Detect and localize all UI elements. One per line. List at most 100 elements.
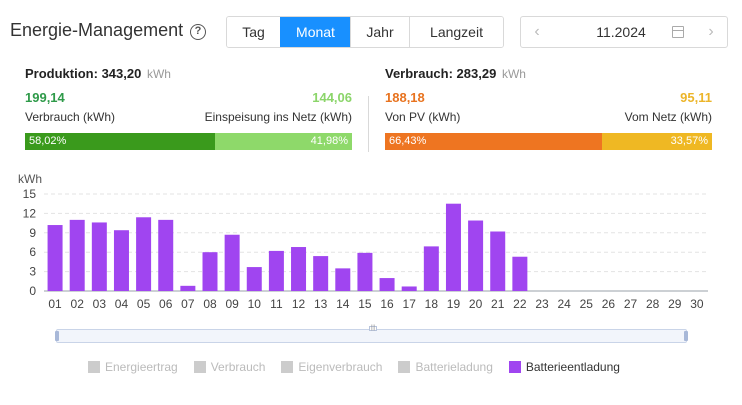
x-tick-label: 29 (668, 297, 682, 311)
legend-swatch (398, 361, 411, 373)
legend-swatch (281, 361, 294, 373)
legend-label: Energieertrag (105, 360, 178, 374)
legend-label: Verbrauch (210, 360, 266, 374)
chevron-left-icon[interactable]: ‹ (534, 23, 540, 40)
x-tick-label: 01 (48, 297, 62, 311)
consumption-pv-value: 188,18 (385, 90, 425, 105)
bar-day-19 (445, 203, 461, 291)
x-tick-label: 15 (358, 297, 372, 311)
calendar-icon[interactable] (672, 26, 684, 38)
production-title: Produktion: (25, 66, 98, 81)
bar-day-03 (91, 222, 107, 291)
legend-item[interactable]: Eigenverbrauch (281, 358, 382, 376)
help-icon[interactable]: ? (190, 24, 206, 40)
bar-day-07 (180, 285, 196, 291)
legend-label: Eigenverbrauch (298, 360, 383, 374)
legend-label: Batterieladung (415, 360, 493, 374)
x-tick-label: 24 (557, 297, 571, 311)
x-tick-label: 28 (646, 297, 660, 311)
x-tick-label: 16 (380, 297, 394, 311)
header: Energie-Management ? Tag Monat Jahr Lang… (0, 0, 742, 64)
zoom-slider[interactable]: ||| (55, 325, 688, 343)
bar-day-02 (69, 219, 85, 291)
x-tick-label: 27 (624, 297, 638, 311)
tab-langzeit[interactable]: Langzeit (409, 17, 503, 47)
production-consumption-label: Verbrauch (kWh) (25, 110, 116, 124)
x-tick-label: 05 (137, 297, 151, 311)
x-tick-label: 23 (535, 297, 549, 311)
slider-left-handle[interactable] (55, 331, 59, 341)
consumption-unit: kWh (501, 67, 526, 81)
bar-day-18 (423, 246, 439, 291)
bar-day-01 (47, 225, 63, 291)
production-feedin-label: Einspeisung ins Netz (kWh) (204, 110, 352, 124)
bar-day-10 (246, 267, 262, 291)
bar-day-05 (136, 217, 152, 291)
bar-day-20 (468, 220, 484, 291)
legend-label: Batterieentladung (525, 360, 620, 374)
bar-day-22 (512, 256, 528, 291)
consumption-grid-label: Vom Netz (kWh) (624, 110, 712, 124)
production-consumption-bar: 58,02% (25, 133, 215, 150)
consumption-header: Verbrauch: 283,29 kWh (385, 66, 712, 84)
tab-jahr[interactable]: Jahr (350, 17, 409, 47)
production-split-bar: 58,02% 41,98% (25, 133, 352, 150)
y-tick-label: 12 (23, 206, 37, 220)
legend-item[interactable]: Batterieentladung (508, 358, 620, 376)
chart-legend: Energieertrag Verbrauch Eigenverbrauch Batt… (88, 358, 636, 376)
bar-day-14 (335, 268, 351, 291)
month-value[interactable]: 11.2024 (596, 24, 646, 40)
bar-day-04 (113, 230, 129, 291)
bar-day-12 (291, 247, 307, 291)
bar-day-09 (224, 234, 240, 291)
slider-right-handle[interactable] (684, 331, 688, 341)
bar-day-16 (379, 278, 395, 291)
legend-swatch (88, 361, 100, 373)
x-tick-label: 09 (225, 297, 239, 311)
x-tick-label: 08 (203, 297, 217, 311)
consumption-pv-bar: 66,43% (385, 133, 603, 150)
bar-day-11 (268, 250, 284, 291)
legend-item[interactable]: Batterieladung (398, 358, 493, 376)
chevron-right-icon[interactable]: › (708, 23, 714, 40)
production-consumption-value: 199,14 (25, 90, 65, 105)
x-tick-label: 21 (491, 297, 505, 311)
x-tick-label: 14 (336, 297, 350, 311)
x-tick-label: 26 (602, 297, 616, 311)
bar-day-13 (313, 256, 329, 291)
y-tick-label: 9 (29, 226, 36, 240)
x-tick-label: 20 (469, 297, 483, 311)
consumption-pv-label: Von PV (kWh) (385, 110, 461, 124)
x-tick-label: 30 (690, 297, 704, 311)
consumption-total: 283,29 (456, 66, 497, 81)
x-tick-label: 07 (181, 297, 195, 311)
x-tick-label: 12 (292, 297, 306, 311)
page-title: Energie-Management (10, 20, 184, 40)
bar-day-06 (158, 219, 174, 291)
x-tick-label: 13 (314, 297, 328, 311)
legend-swatch (508, 361, 521, 373)
x-tick-label: 18 (425, 297, 439, 311)
tab-monat[interactable]: Monat (280, 17, 350, 47)
y-tick-label: 6 (29, 245, 36, 259)
y-axis-unit-label: kWh (18, 172, 42, 186)
production-header: Produktion: 343,20 kWh (25, 66, 352, 84)
legend-item[interactable]: Verbrauch (193, 358, 266, 376)
legend-item[interactable]: Energieertrag (88, 358, 178, 376)
month-picker[interactable]: ‹ 11.2024 › (520, 16, 728, 48)
slider-grip[interactable]: ||| (369, 325, 377, 331)
x-tick-label: 02 (71, 297, 85, 311)
x-tick-label: 19 (447, 297, 461, 311)
production-feedin-value: 144,06 (312, 90, 352, 105)
x-tick-label: 04 (115, 297, 129, 311)
consumption-panel: Verbrauch: 283,29 kWh 188,18 95,11 Von P… (385, 66, 712, 150)
x-tick-label: 03 (93, 297, 107, 311)
tab-tag[interactable]: Tag (227, 17, 280, 47)
bar-day-21 (490, 231, 506, 291)
x-tick-label: 17 (403, 297, 417, 311)
y-tick-label: 3 (29, 265, 36, 279)
x-tick-label: 22 (513, 297, 527, 311)
x-tick-label: 06 (159, 297, 173, 311)
y-tick-label: 0 (29, 284, 36, 298)
